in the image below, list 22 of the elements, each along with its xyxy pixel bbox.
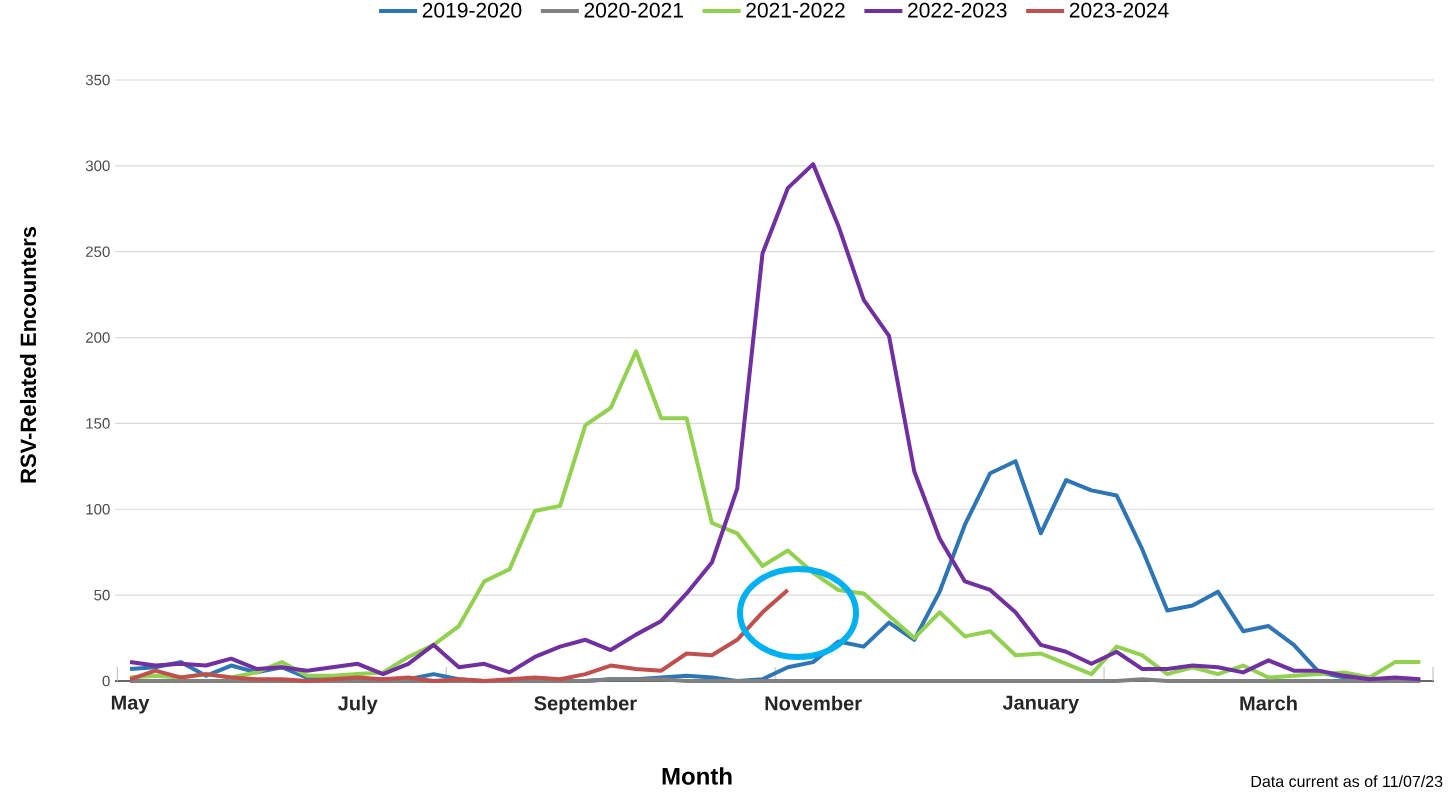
legend-label: 2023-2024 xyxy=(1069,2,1169,18)
y-tick-label: 300 xyxy=(85,160,110,172)
y-axis-title: RSV-Related Encounters xyxy=(19,226,37,483)
legend-label: 2019-2020 xyxy=(422,2,522,18)
x-tick-label: March xyxy=(1240,695,1297,711)
legend-label: 2022-2023 xyxy=(908,2,1007,18)
text: Data current as of 11/07/23 xyxy=(1251,775,1443,788)
legend-label: 2020-2021 xyxy=(584,2,683,18)
y-tick-label: 0 xyxy=(102,675,110,687)
y-tick-label: 100 xyxy=(86,503,110,515)
y-tick-label: 50 xyxy=(94,589,110,601)
x-tick-label: January xyxy=(1002,695,1080,714)
y-tick-label: 200 xyxy=(86,332,110,343)
y-tick-label: 150 xyxy=(86,418,110,429)
x-tick-label: September xyxy=(534,695,637,715)
x-tick-label: July xyxy=(337,695,378,715)
x-tick-label: November xyxy=(765,695,862,711)
x-tick-label: May xyxy=(111,695,150,714)
legend-label: 2021-2022 xyxy=(746,2,845,18)
y-tick-label: 350 xyxy=(85,74,110,86)
x-axis-title: Month xyxy=(662,767,732,785)
y-tick-label: 250 xyxy=(86,246,110,258)
